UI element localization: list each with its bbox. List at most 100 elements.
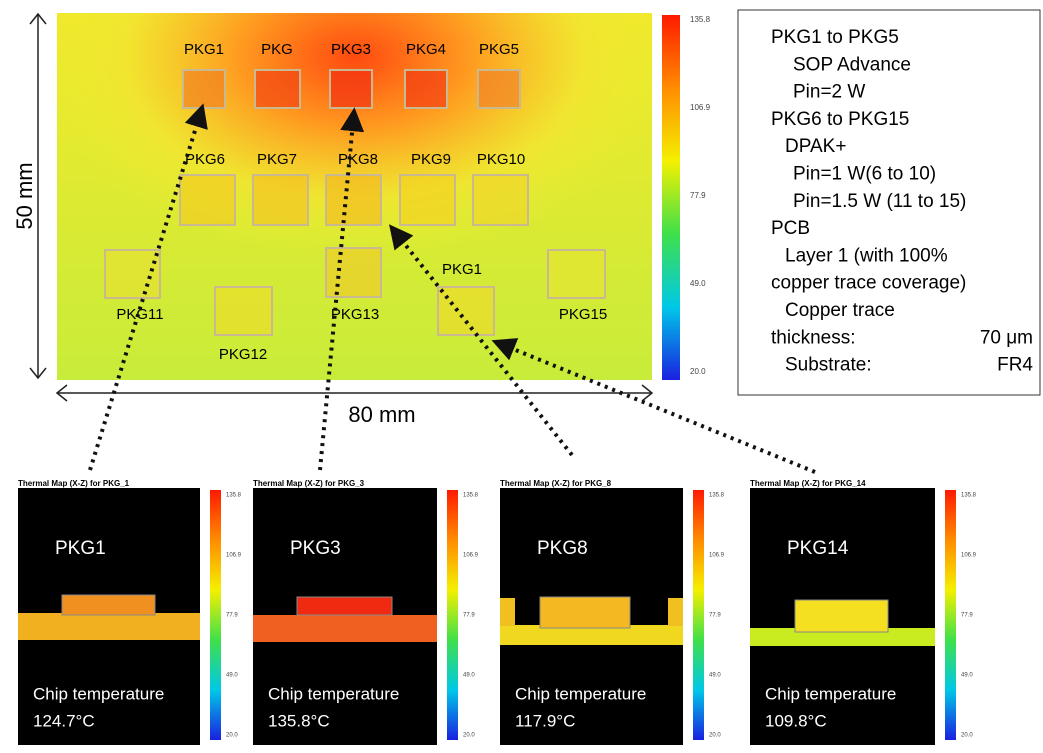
panel-title: Thermal Map (X-Z) for PKG_14	[750, 479, 866, 488]
panel-package: PKG1	[55, 538, 106, 559]
colorbar-label: 106.9	[961, 553, 977, 559]
chip	[297, 597, 392, 615]
height-label: 50 mm	[12, 162, 37, 229]
panel-colorbar	[210, 490, 221, 740]
package	[400, 175, 455, 225]
panel-colorbar	[447, 490, 458, 740]
package-label: PKG12	[219, 346, 267, 363]
colorbar-label: 49.0	[690, 279, 706, 288]
panel-temperature: 117.9°C	[515, 711, 575, 730]
substrate	[18, 613, 200, 640]
package-label: PKG6	[185, 151, 225, 168]
colorbar-label: 106.9	[709, 553, 725, 559]
panel-caption: Chip temperature	[268, 684, 399, 703]
legend-text: DPAK+	[785, 136, 846, 157]
package	[215, 287, 272, 335]
package-label: PKG5	[479, 41, 519, 58]
colorbar-label: 20.0	[709, 733, 721, 739]
package-label: PKG15	[559, 306, 607, 323]
colorbar-label: 135.8	[463, 493, 479, 499]
colorbar-label: 20.0	[226, 733, 238, 739]
package-label: PKG3	[331, 41, 371, 58]
package	[548, 250, 605, 298]
colorbar-label: 135.8	[226, 493, 242, 499]
package	[255, 70, 300, 108]
colorbar-label: 77.9	[709, 613, 721, 619]
colorbar-label: 49.0	[463, 673, 475, 679]
legend-text: Pin=2 W	[793, 82, 865, 103]
panel-package: PKG8	[537, 538, 588, 559]
package	[478, 70, 520, 108]
lead	[668, 598, 683, 626]
lead	[500, 598, 515, 626]
legend-text: PKG1 to PKG5	[771, 27, 899, 48]
package	[438, 287, 494, 335]
colorbar-label: 135.8	[690, 15, 711, 24]
package-label: PKG1	[184, 41, 224, 58]
package	[326, 248, 381, 297]
package	[253, 175, 308, 225]
panel-caption: Chip temperature	[33, 684, 164, 703]
width-label: 80 mm	[348, 402, 415, 427]
legend-value: FR4	[997, 355, 1033, 376]
chip	[795, 600, 888, 632]
package-label: PKG	[261, 41, 293, 58]
package-label: PKG4	[406, 41, 446, 58]
package	[330, 70, 372, 108]
substrate	[253, 615, 437, 642]
colorbar-label: 106.9	[690, 103, 711, 112]
package	[183, 70, 225, 108]
panel-temperature: 109.8°C	[765, 711, 827, 730]
chip	[62, 595, 155, 615]
legend-text: Substrate:	[785, 355, 872, 376]
legend-text: Pin=1.5 W (11 to 15)	[793, 191, 966, 212]
legend-text: copper trace coverage)	[771, 273, 966, 294]
colorbar-label: 106.9	[226, 553, 242, 559]
legend-text: Pin=1 W(6 to 10)	[793, 164, 936, 185]
panel-package: PKG3	[290, 538, 341, 559]
panel-temperature: 124.7°C	[33, 711, 95, 730]
panel-colorbar	[945, 490, 956, 740]
panel-title: Thermal Map (X-Z) for PKG_3	[253, 479, 365, 488]
colorbar-label: 77.9	[690, 191, 706, 200]
colorbar-label: 77.9	[463, 613, 475, 619]
colorbar-label: 106.9	[463, 553, 479, 559]
colorbar-label: 49.0	[961, 673, 973, 679]
panel-colorbar	[693, 490, 704, 740]
colorbar-label: 49.0	[226, 673, 238, 679]
legend-text: PCB	[771, 218, 810, 239]
colorbar-label: 77.9	[961, 613, 973, 619]
panel-title: Thermal Map (X-Z) for PKG_1	[18, 479, 130, 488]
package-label: PKG10	[477, 151, 525, 168]
package-label: PKG9	[411, 151, 451, 168]
package-label: PKG7	[257, 151, 297, 168]
panel-temperature: 135.8°C	[268, 711, 330, 730]
panel-caption: Chip temperature	[765, 684, 896, 703]
colorbar-label: 135.8	[961, 493, 977, 499]
colorbar-label: 77.9	[226, 613, 238, 619]
package	[473, 175, 528, 225]
panel-caption: Chip temperature	[515, 684, 646, 703]
legend-text: PKG6 to PKG15	[771, 109, 909, 130]
colorbar-label: 20.0	[961, 733, 973, 739]
panel-title: Thermal Map (X-Z) for PKG_8	[500, 479, 612, 488]
legend-text: Copper trace	[785, 300, 895, 321]
package	[105, 250, 160, 298]
legend-text: thickness:	[771, 327, 855, 348]
package	[405, 70, 447, 108]
colorbar-label: 49.0	[709, 673, 721, 679]
colorbar-label: 135.8	[709, 493, 725, 499]
package	[326, 175, 381, 225]
legend-text: SOP Advance	[793, 54, 911, 75]
legend-value: 70 μm	[980, 327, 1033, 348]
package-label: PKG8	[338, 151, 378, 168]
figure: 50 mm 80 mm PKG1 PKG PKG3 PKG4 PKG5 PKG6 PKG7 P…	[0, 0, 1043, 748]
package-label: PKG1	[442, 261, 482, 278]
colorbar-label: 20.0	[463, 733, 475, 739]
colorbar	[662, 15, 680, 380]
package-label: PKG13	[331, 306, 379, 323]
chip	[540, 597, 630, 628]
legend-text: Layer 1 (with 100%	[785, 245, 948, 266]
panel-package: PKG14	[787, 538, 849, 559]
package	[180, 175, 235, 225]
